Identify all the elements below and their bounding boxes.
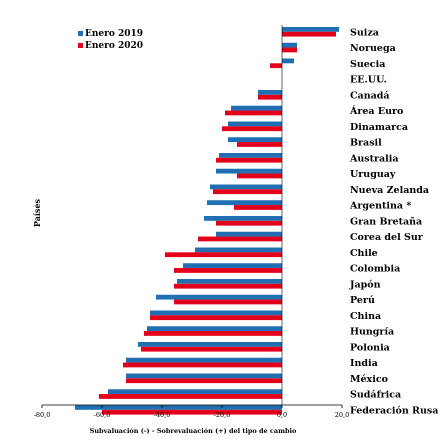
bar-enero-2019-gran-bretana (204, 216, 282, 221)
category-label-corea-del-sur: Corea del Sur (350, 232, 424, 243)
category-label-polonia: Polonia (350, 342, 390, 353)
legend-label-enero-2019: Enero 2019 (85, 29, 143, 39)
category-label-colombia: Colombia (350, 264, 400, 275)
category-label-peru: Perú (350, 295, 375, 306)
category-label-noruega: Noruega (350, 43, 396, 54)
bar-enero-2020-argentina (234, 205, 282, 210)
bar-enero-2019-suiza (282, 27, 339, 32)
bar-enero-2020-polonia (141, 346, 282, 352)
bar-enero-2020-canada (258, 94, 282, 100)
bar-enero-2020-hungria (144, 331, 282, 336)
legend-label-enero-2020: Enero 2020 (85, 41, 143, 51)
category-label-ee-uu: EE.UU. (350, 75, 387, 86)
category-label-gran-bretana: Gran Bretaña (350, 216, 422, 227)
bar-enero-2019-peru (156, 294, 282, 300)
category-label-china: China (350, 311, 381, 322)
legend-swatch-enero-2019 (78, 31, 83, 36)
category-label-japon: Japón (349, 279, 381, 290)
category-labels: Suiza Noruega Suecia EE.UU. Canadá Área Euro D… (349, 27, 438, 416)
bar-enero-2019-colombia (183, 263, 282, 269)
category-label-australia: Australia (349, 153, 399, 164)
category-label-chile: Chile (350, 248, 378, 259)
bar-enero-2019-federacion-rusa (75, 405, 282, 410)
bar-enero-2019-hungria (147, 326, 282, 332)
x-tick-label-0: -80,0 (34, 411, 51, 419)
category-label-suecia: Suecia (350, 59, 385, 70)
bar-enero-2020-suecia (270, 63, 282, 69)
category-label-nueva-zelanda: Nueva Zelanda (350, 185, 429, 196)
category-label-canada: Canadá (350, 90, 390, 101)
bar-enero-2020-gran-bretana (216, 220, 282, 226)
category-label-federacion-rusa: Federación Rusa (350, 405, 438, 416)
x-tick-label-2: -40,0 (154, 411, 171, 419)
bar-enero-2020-area-euro (225, 110, 282, 116)
x-tick-label-1: -60,0 (94, 411, 111, 419)
bar-enero-2020-colombia (174, 268, 282, 273)
bar-enero-2019-sudafrica (108, 389, 282, 395)
bar-enero-2019-noruega (282, 42, 297, 48)
category-label-area-euro: Área Euro (349, 105, 403, 117)
bar-enero-2019-argentina (207, 200, 282, 206)
x-tick-label-5: 20,0 (335, 411, 349, 419)
bar-enero-2019-australia (219, 153, 282, 158)
bar-enero-2019-uruguay (216, 168, 282, 174)
x-tick-label-4: 0,0 (277, 411, 287, 419)
category-label-argentina: Argentina * (349, 201, 411, 212)
category-label-brasil: Brasil (350, 138, 382, 149)
bar-enero-2020-suiza (282, 31, 336, 37)
bar-enero-2020-peru (174, 299, 282, 305)
bar-enero-2020-india (123, 362, 282, 368)
bar-enero-2019-brasil (228, 137, 282, 143)
bar-enero-2019-canada (258, 90, 282, 95)
bar-enero-2020-chile (165, 252, 282, 258)
category-label-india: India (350, 358, 378, 369)
bar-enero-2020-mexico (126, 378, 282, 384)
category-label-dinamarca: Dinamarca (350, 122, 408, 133)
category-label-uruguay: Uruguay (350, 169, 396, 180)
bar-enero-2019-corea-del-sur (216, 231, 282, 237)
bar-enero-2020-noruega (282, 47, 297, 53)
bar-enero-2019-polonia (138, 342, 282, 347)
y-axis-title: Países (32, 198, 42, 227)
x-axis-title: Subvaluación (-) - Sobrevaluación (+) de… (90, 427, 297, 435)
bar-enero-2020-nueva-zelanda (213, 189, 282, 195)
bar-enero-2020-brasil (237, 142, 282, 147)
bar-enero-2020-australia (216, 157, 282, 163)
bar-enero-2019-china (150, 310, 282, 316)
bars (75, 27, 339, 415)
x-tick-label-3: -20,0 (214, 411, 231, 419)
bar-enero-2020-federacion-rusa (102, 409, 282, 415)
legend-swatch-enero-2020 (78, 43, 83, 48)
category-label-mexico: México (350, 374, 388, 385)
bar-enero-2019-chile (195, 247, 282, 253)
bar-enero-2020-corea-del-sur (198, 236, 282, 242)
bar-enero-2019-nueva-zelanda (210, 184, 282, 190)
bar-enero-2020-sudafrica (99, 394, 282, 399)
bar-enero-2019-mexico (126, 373, 282, 379)
bar-enero-2020-uruguay (237, 173, 282, 179)
bar-enero-2019-dinamarca (228, 121, 282, 127)
category-label-hungria: Hungría (350, 327, 394, 338)
bar-enero-2019-india (126, 357, 282, 363)
bar-enero-2020-dinamarca (222, 126, 282, 132)
category-label-sudafrica: Sudáfrica (350, 390, 401, 401)
bar-enero-2019-area-euro (231, 105, 282, 111)
bar-enero-2019-japon (177, 279, 282, 284)
legend: Enero 2019 Enero 2020 (78, 29, 143, 51)
x-axis: -80,0 -60,0 -40,0 -20,0 0,0 20,0 (34, 25, 349, 419)
bar-enero-2020-china (150, 315, 282, 321)
category-label-suiza: Suiza (350, 27, 379, 38)
bar-enero-2020-japon (174, 283, 282, 289)
bar-enero-2019-suecia (282, 58, 294, 64)
